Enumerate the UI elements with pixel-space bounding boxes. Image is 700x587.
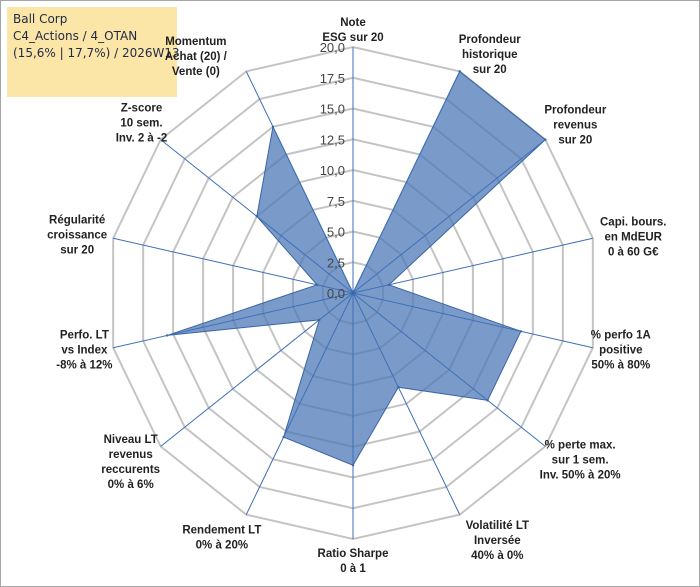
axis-label-line: Capi. bours. xyxy=(600,216,666,228)
axis-label-line: sur 20 xyxy=(60,244,94,256)
axis-label-line: sur 20 xyxy=(558,135,592,147)
data-series-area xyxy=(166,70,547,466)
axis-label-line: sur 20 xyxy=(473,64,507,76)
axis-label: Momentum Achat (20) / Vente (0) xyxy=(165,36,228,78)
data-point xyxy=(315,283,319,286)
axis-spoke xyxy=(352,237,593,294)
axis-spoke xyxy=(113,292,354,349)
data-point xyxy=(387,283,391,286)
tick-label: 5,0 xyxy=(327,225,345,240)
tick-label: 7,5 xyxy=(327,194,345,209)
data-point xyxy=(165,334,169,337)
axis-label-line: Z-score xyxy=(121,103,163,115)
axis-label: Profondeur historique sur 20 xyxy=(459,34,521,76)
axis-label-line: Rendement LT xyxy=(182,524,261,536)
axis-label-line: % perte max. xyxy=(545,439,616,451)
axis-label-line: ESG sur 20 xyxy=(322,32,383,44)
axis-label: Note ESG sur 20 xyxy=(322,17,383,44)
axis-label-line: Momentum xyxy=(165,36,226,48)
data-point xyxy=(255,215,259,218)
axis-label-line: -8% à 12% xyxy=(56,360,112,372)
company-name: Ball Corp xyxy=(13,12,68,26)
axis-label-line: Inv. 2 à -2 xyxy=(116,133,168,145)
axis-label: Volatilité LT Inversée 40% à 0% xyxy=(466,520,529,562)
axis-label-line: Volatilité LT xyxy=(466,520,529,532)
axis-label-line: sur 1 sem. xyxy=(552,454,609,466)
tick-label: 0,0 xyxy=(327,286,345,301)
data-point xyxy=(519,330,523,333)
axis-spoke xyxy=(113,237,354,294)
axis-label-line: Perfo. LT xyxy=(60,330,109,342)
axis-spoke xyxy=(352,292,593,349)
axis-label-line: % perfo 1A xyxy=(591,330,651,342)
axis-label: Perfo. LT vs Index -8% à 12% xyxy=(56,330,112,372)
axis-spoke xyxy=(352,292,546,447)
axis-label-line: 0 à 1 xyxy=(340,563,366,575)
axis-label-line: 10 sem. xyxy=(120,118,162,130)
tick-label: 10,0 xyxy=(320,163,345,178)
axis-label-line: revenus xyxy=(109,449,153,461)
tick-label: 12,5 xyxy=(320,132,345,147)
axis-spoke xyxy=(245,292,354,515)
tick-label: 17,5 xyxy=(320,71,345,86)
axis-label: Profondeur revenus sur 20 xyxy=(544,105,606,147)
data-point xyxy=(351,291,355,295)
axis-label-line: Profondeur xyxy=(459,34,521,46)
data-point xyxy=(282,435,285,439)
portfolio-name: C4_Actions / 4_OTAN xyxy=(13,29,138,43)
axis-label-line: 0 à 60 G€ xyxy=(608,246,659,258)
data-point xyxy=(351,464,355,467)
axis-spoke xyxy=(352,71,461,294)
data-point xyxy=(318,318,321,322)
tick-label: 2,5 xyxy=(327,255,345,270)
data-point xyxy=(458,70,461,73)
period-info: (15,6% | 17,7%) / 2026W13 xyxy=(13,46,180,60)
axis-label-line: Régularité xyxy=(49,214,105,226)
axis-label-line: 0% à 20% xyxy=(196,539,248,551)
axis-spoke xyxy=(352,139,546,294)
axis-label-line: en MdEUR xyxy=(604,231,662,243)
axis-label-line: reccurents xyxy=(101,464,160,476)
data-point xyxy=(397,385,400,389)
axis-label-line: 50% à 80% xyxy=(591,360,650,372)
axis-label-line: Note xyxy=(340,17,366,29)
axis-label-line: Ratio Sharpe xyxy=(318,548,389,560)
tick-label: 20,0 xyxy=(320,40,345,55)
axis-label: Z-score 10 sem. Inv. 2 à -2 xyxy=(116,103,168,145)
axis-label-line: 0% à 6% xyxy=(108,479,154,491)
axis-label: % perfo 1A positive 50% à 80% xyxy=(591,330,651,372)
axis-label-line: revenus xyxy=(553,120,597,132)
axis-label-line: positive xyxy=(599,345,642,357)
axis-label-line: vs Index xyxy=(61,345,108,357)
axis-label-line: Inversée xyxy=(474,535,521,547)
axis-label: Régularité croissance sur 20 xyxy=(47,214,107,256)
axis-label: Capi. bours. en MdEUR 0 à 60 G€ xyxy=(600,216,666,258)
axis-label: Ratio Sharpe 0 à 1 xyxy=(318,548,389,575)
axis-spoke xyxy=(352,292,461,515)
chart-title-box: Ball Corp C4_Actions / 4_OTAN (15,6% | 1… xyxy=(7,7,180,97)
axis-label-line: croissance xyxy=(47,229,107,241)
axis-label: Niveau LT revenus reccurents 0% à 6% xyxy=(101,434,160,491)
axis-spoke xyxy=(245,71,354,294)
axis-label-line: Profondeur xyxy=(544,105,606,117)
axis-label: % perte max. sur 1 sem. Inv. 50% à 20% xyxy=(540,439,621,481)
axis-spoke xyxy=(160,292,354,447)
axis-label: Rendement LT 0% à 20% xyxy=(182,524,261,551)
axis-label-line: 40% à 0% xyxy=(471,550,523,562)
axis-label-line: Vente (0) xyxy=(172,66,220,78)
data-point xyxy=(271,125,275,128)
data-point xyxy=(544,138,547,141)
tick-label: 15,0 xyxy=(320,102,345,117)
axis-label-line: historique xyxy=(462,49,518,61)
data-point xyxy=(486,399,489,402)
axis-label-line: Achat (20) / xyxy=(165,51,228,63)
axis-label-line: Inv. 50% à 20% xyxy=(540,469,621,481)
axis-label-line: Niveau LT xyxy=(104,434,158,446)
